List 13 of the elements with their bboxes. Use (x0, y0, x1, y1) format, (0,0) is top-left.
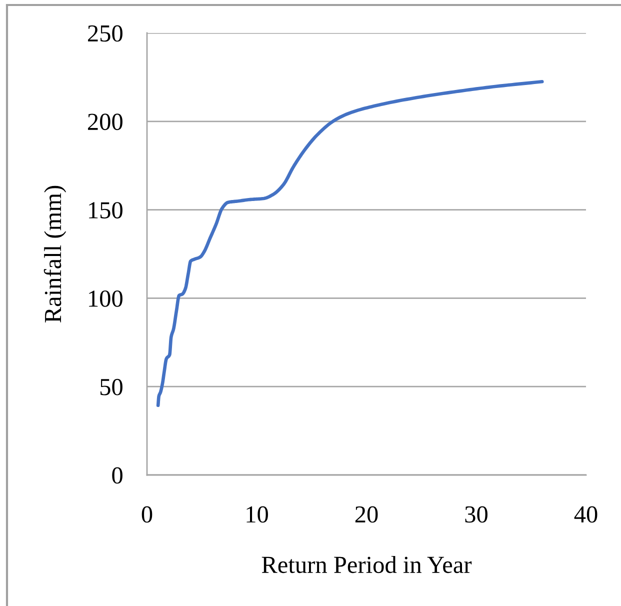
y-tick-label: 150 (89, 202, 122, 218)
x-axis-title: Return Period in Year (262, 556, 472, 574)
y-tick-label: 50 (100, 378, 122, 396)
y-tick-label: 100 (89, 290, 122, 307)
x-tick-label: 0 (142, 506, 152, 523)
y-tick-label: 250 (88, 25, 122, 42)
x-tick-label: 20 (355, 506, 378, 523)
x-tick-label: 30 (465, 506, 488, 523)
y-tick-label: 0 (112, 467, 122, 484)
y-axis-title: Rainfall (mm) (44, 186, 66, 322)
x-tick-label: 40 (574, 506, 598, 523)
y-tick-label: 200 (88, 114, 122, 130)
x-tick-label: 10 (246, 506, 268, 523)
